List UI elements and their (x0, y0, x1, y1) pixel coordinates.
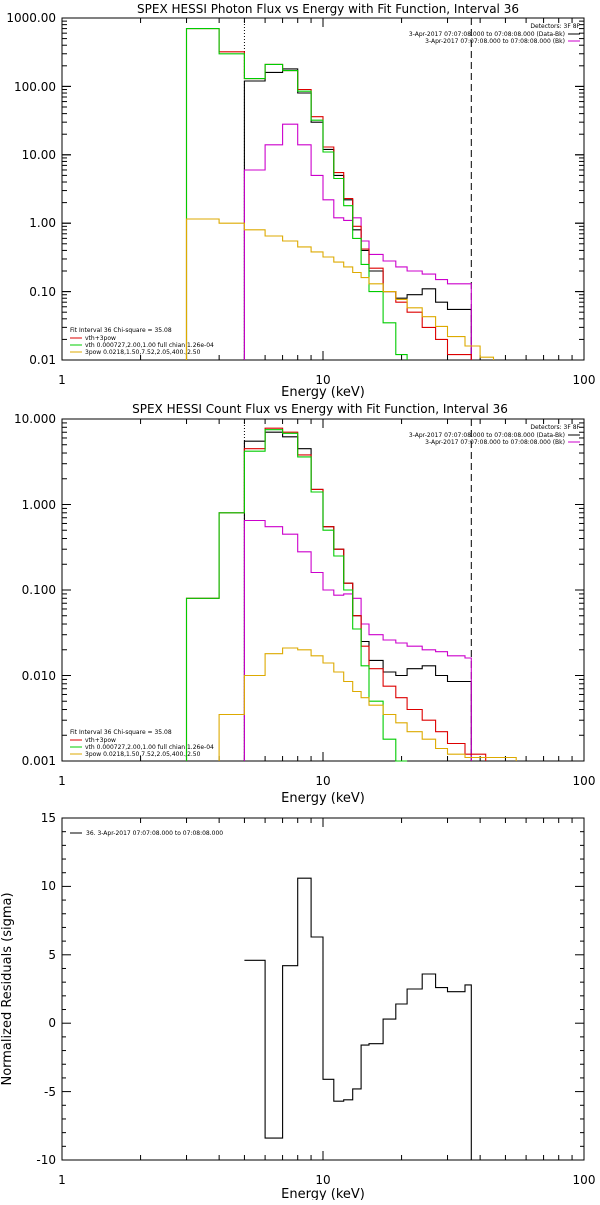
residual-series-data (244, 877, 472, 1160)
photon-series-vth (185, 28, 408, 360)
count-legend-bk-entry: 3-Apr-2017 07:07:08.000 to 07:08:08.000 … (425, 439, 565, 446)
photon-x-tick-label: 100 (573, 373, 596, 387)
photon-detectors-label: Detectors: 3F 8F (530, 23, 580, 30)
photon-chart-title: SPEX HESSI Photon Flux vs Energy with Fi… (137, 2, 519, 16)
residuals-panel: Energy (keV) Normalized Residuals (sigma… (0, 811, 596, 1202)
count-x-tick-label: 1 (58, 774, 66, 788)
count-y-tick-label: 10.000 (14, 412, 56, 426)
residual-legend-entry: 36. 3-Apr-2017 07:07:08.000 to 07:08:08.… (86, 830, 223, 837)
photon-legend-bk-entry: 3-Apr-2017 07:07:08.000 to 07:08:08.000 … (425, 38, 565, 45)
photon-y-tick-label: 10.00 (22, 148, 56, 162)
count-legend-3pow-entry: 3pow 0.0218,1.50,7.52,2.05,400.,2.50 (85, 751, 201, 758)
residual-y-tick-label: 15 (41, 811, 56, 825)
count-y-tick-label: 0.001 (22, 754, 56, 768)
count-legend-vth-entry: vth 0.000727,2.00,1.00 full chian 1.26e-… (85, 744, 214, 751)
count-legend-fit-entry: vth+3pow (85, 737, 116, 744)
photon-series-data-bk (243, 68, 472, 360)
photon-y-tick-label: 1000.00 (6, 11, 56, 25)
count-series-3pow (218, 647, 517, 761)
count-legend-data-entry: 3-Apr-2017 07:07:08.000 to 07:08:08.000 … (409, 432, 565, 439)
photon-x-tick-label: 10 (315, 373, 330, 387)
photon-legend-vth-entry: vth 0.000727,2.00,1.00 full chian 1.26e-… (85, 342, 214, 349)
photon-x-axis-label: Energy (keV) (281, 385, 365, 400)
residual-y-tick-label: -5 (44, 1085, 56, 1099)
count-series-vth-3pow (185, 427, 487, 761)
photon-series-vth-3pow (185, 28, 472, 360)
count-x-tick-label: 10 (315, 774, 330, 788)
photon-legend-fit-entry: vth+3pow (85, 335, 116, 342)
photon-series-bk (243, 123, 472, 360)
residual-y-tick-label: 5 (48, 948, 56, 962)
photon-legend-data-entry: 3-Apr-2017 07:07:08.000 to 07:08:08.000 … (409, 31, 565, 38)
photon-fit-info: Fit Interval 36 Chi-square = 35.08 (70, 327, 172, 334)
count-fit-info: Fit Interval 36 Chi-square = 35.08 (70, 729, 172, 736)
photon-x-tick-label: 1 (58, 373, 66, 387)
count-series-bk (243, 519, 472, 761)
count-series-vth (185, 429, 408, 762)
count-flux-panel: SPEX HESSI Count Flux vs Energy with Fit… (14, 402, 595, 806)
count-series-data-bk (243, 431, 472, 761)
residual-y-tick-label: 10 (41, 879, 56, 893)
photon-y-tick-label: 100.00 (14, 80, 56, 94)
residual-y-axis-label: Normalized Residuals (sigma) (0, 892, 15, 1085)
photon-y-tick-label: 0.10 (29, 285, 56, 299)
residual-y-tick-label: 0 (48, 1016, 56, 1030)
count-y-tick-label: 0.010 (22, 669, 56, 683)
count-chart-title: SPEX HESSI Count Flux vs Energy with Fit… (132, 402, 508, 416)
count-y-tick-label: 0.100 (22, 583, 56, 597)
residual-y-tick-label: -10 (36, 1153, 56, 1167)
photon-y-tick-label: 0.01 (29, 353, 56, 367)
residual-x-tick-label: 1 (58, 1173, 66, 1187)
photon-y-tick-label: 1.00 (29, 216, 56, 230)
photon-legend-3pow-entry: 3pow 0.0218,1.50,7.52,2.05,400.,2.50 (85, 349, 201, 356)
photon-series-3pow (185, 218, 495, 360)
residual-x-tick-label: 100 (573, 1173, 596, 1187)
count-x-tick-label: 100 (573, 774, 596, 788)
count-detectors-label: Detectors: 3F 8F (530, 424, 580, 431)
count-y-tick-label: 1.000 (22, 498, 56, 512)
count-x-axis-label: Energy (keV) (281, 791, 365, 806)
residual-x-tick-label: 10 (315, 1173, 330, 1187)
residual-x-axis-label: Energy (keV) (281, 1187, 365, 1200)
photon-flux-panel: SPEX HESSI Photon Flux vs Energy with Fi… (6, 2, 595, 400)
